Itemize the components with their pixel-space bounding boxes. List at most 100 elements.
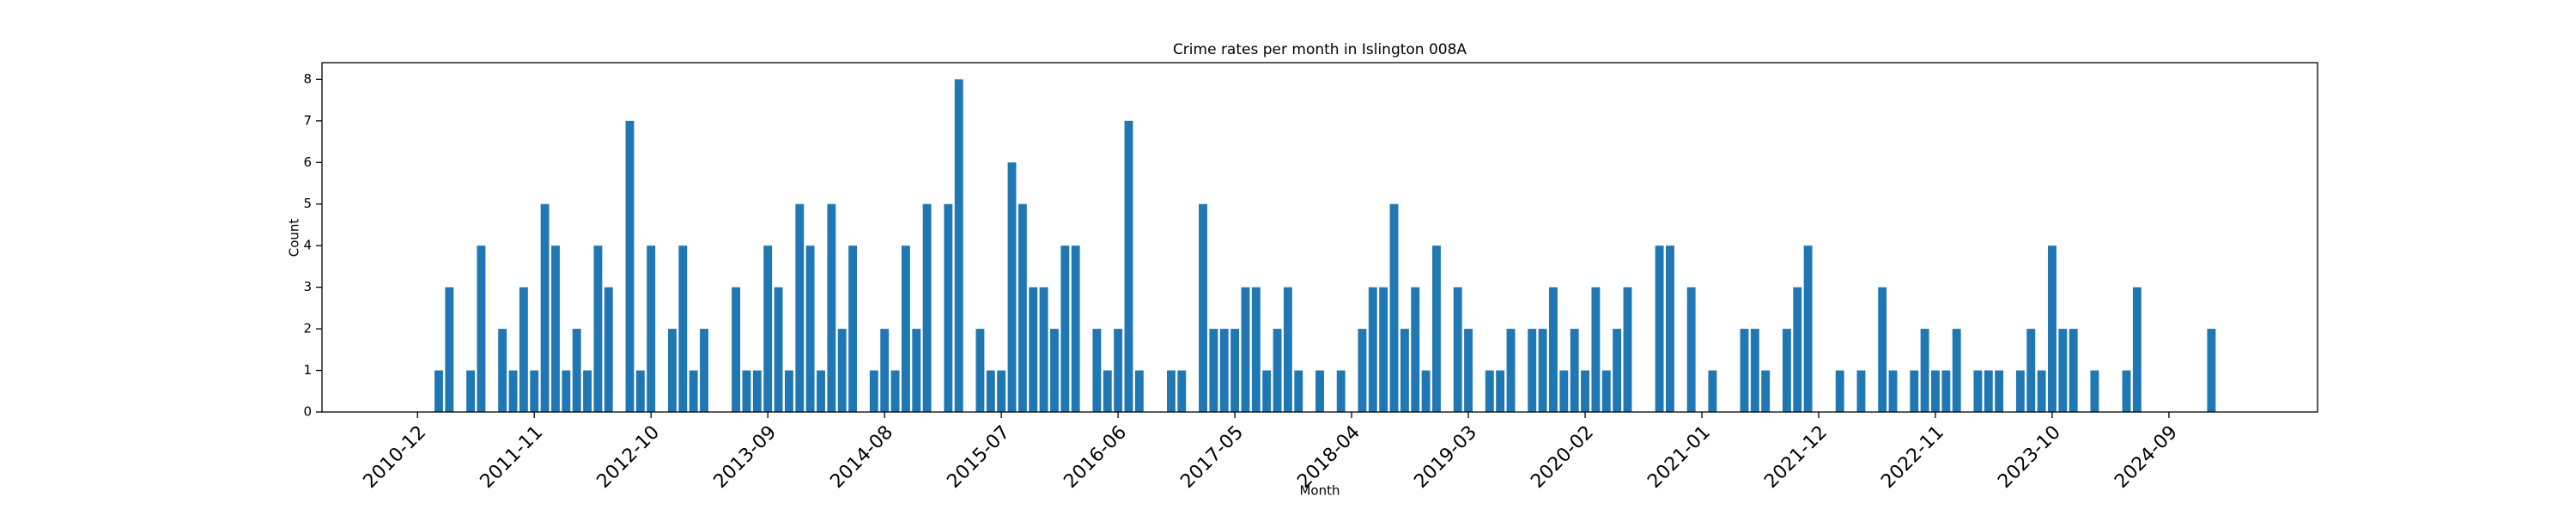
bar bbox=[2026, 329, 2036, 412]
y-tick-label: 1 bbox=[303, 362, 312, 378]
bar bbox=[1262, 370, 1272, 412]
y-tick-label: 2 bbox=[303, 321, 312, 336]
bar bbox=[1039, 287, 1048, 412]
bar bbox=[997, 370, 1006, 412]
bar bbox=[1166, 370, 1176, 412]
bar bbox=[901, 245, 910, 412]
bar bbox=[1496, 370, 1505, 412]
bar bbox=[1199, 203, 1207, 412]
bar bbox=[2058, 329, 2068, 412]
bar bbox=[1273, 329, 1282, 412]
bar bbox=[1134, 370, 1144, 412]
bar bbox=[1241, 287, 1250, 412]
bar bbox=[1750, 329, 1759, 412]
bar bbox=[1591, 287, 1601, 412]
bar bbox=[466, 370, 476, 412]
bar bbox=[827, 203, 836, 412]
bar bbox=[1655, 245, 1664, 412]
bar bbox=[530, 370, 539, 412]
bar bbox=[1114, 329, 1123, 412]
bar bbox=[1389, 203, 1399, 412]
bar bbox=[1485, 370, 1494, 412]
bar bbox=[1559, 370, 1569, 412]
bar bbox=[1421, 370, 1431, 412]
bar bbox=[1060, 245, 1070, 412]
bar bbox=[742, 370, 751, 412]
bar bbox=[1018, 203, 1027, 412]
bar bbox=[890, 370, 900, 412]
bar bbox=[1803, 245, 1813, 412]
bar bbox=[1177, 370, 1187, 412]
bar bbox=[1931, 370, 1940, 412]
bar bbox=[562, 370, 571, 412]
bar bbox=[880, 329, 890, 412]
y-tick-label: 6 bbox=[303, 154, 312, 170]
bar bbox=[848, 245, 858, 412]
bar bbox=[2037, 370, 2046, 412]
bar bbox=[1432, 245, 1441, 412]
y-tick-label: 3 bbox=[303, 279, 312, 294]
bar bbox=[1623, 287, 1632, 412]
y-axis-label: Count bbox=[287, 219, 302, 258]
bar bbox=[2015, 370, 2025, 412]
y-tick-label: 7 bbox=[303, 112, 312, 128]
bar bbox=[1453, 287, 1462, 412]
bar bbox=[604, 287, 613, 412]
bar bbox=[1209, 329, 1218, 412]
bar bbox=[1686, 287, 1696, 412]
bar bbox=[434, 370, 443, 412]
bar bbox=[1050, 329, 1059, 412]
bar bbox=[2069, 329, 2078, 412]
bar bbox=[986, 370, 995, 412]
bar bbox=[1941, 370, 1951, 412]
bar bbox=[732, 287, 741, 412]
bar bbox=[477, 245, 486, 412]
bar bbox=[763, 245, 773, 412]
bar bbox=[2122, 370, 2131, 412]
bar bbox=[519, 287, 528, 412]
bar bbox=[1793, 287, 1802, 412]
bar bbox=[1601, 370, 1611, 412]
bar bbox=[583, 370, 592, 412]
bar bbox=[1103, 370, 1112, 412]
y-tick-label: 4 bbox=[303, 238, 312, 253]
bar bbox=[1294, 370, 1303, 412]
y-tick-label: 0 bbox=[303, 404, 312, 420]
bar bbox=[752, 370, 762, 412]
bar bbox=[1071, 245, 1080, 412]
bar bbox=[1315, 370, 1324, 412]
bar bbox=[498, 329, 507, 412]
bar bbox=[784, 370, 793, 412]
bar bbox=[593, 245, 603, 412]
bar bbox=[572, 329, 581, 412]
bar bbox=[1878, 287, 1887, 412]
bar bbox=[1665, 245, 1674, 412]
bar bbox=[1910, 370, 1919, 412]
bar bbox=[1251, 287, 1261, 412]
bar bbox=[551, 245, 560, 412]
bar bbox=[837, 329, 847, 412]
bar bbox=[1379, 287, 1388, 412]
bar bbox=[1613, 329, 1622, 412]
bar bbox=[1283, 287, 1292, 412]
bar bbox=[1506, 329, 1516, 412]
bar bbox=[1570, 329, 1579, 412]
x-axis-label: Month bbox=[1299, 483, 1340, 499]
bar bbox=[1007, 162, 1017, 413]
bar bbox=[1740, 329, 1749, 412]
bar bbox=[975, 329, 985, 412]
bar bbox=[869, 370, 878, 412]
y-tick-label: 5 bbox=[303, 196, 312, 211]
bar bbox=[805, 245, 815, 412]
bar bbox=[1952, 329, 1961, 412]
bar bbox=[774, 287, 783, 412]
bar bbox=[1029, 287, 1038, 412]
bar bbox=[678, 245, 688, 412]
bar bbox=[817, 370, 825, 412]
bar bbox=[1581, 370, 1589, 412]
bar bbox=[795, 203, 805, 412]
bar bbox=[1464, 329, 1473, 412]
chart-title: Crime rates per month in Islington 008A bbox=[1173, 41, 1467, 58]
